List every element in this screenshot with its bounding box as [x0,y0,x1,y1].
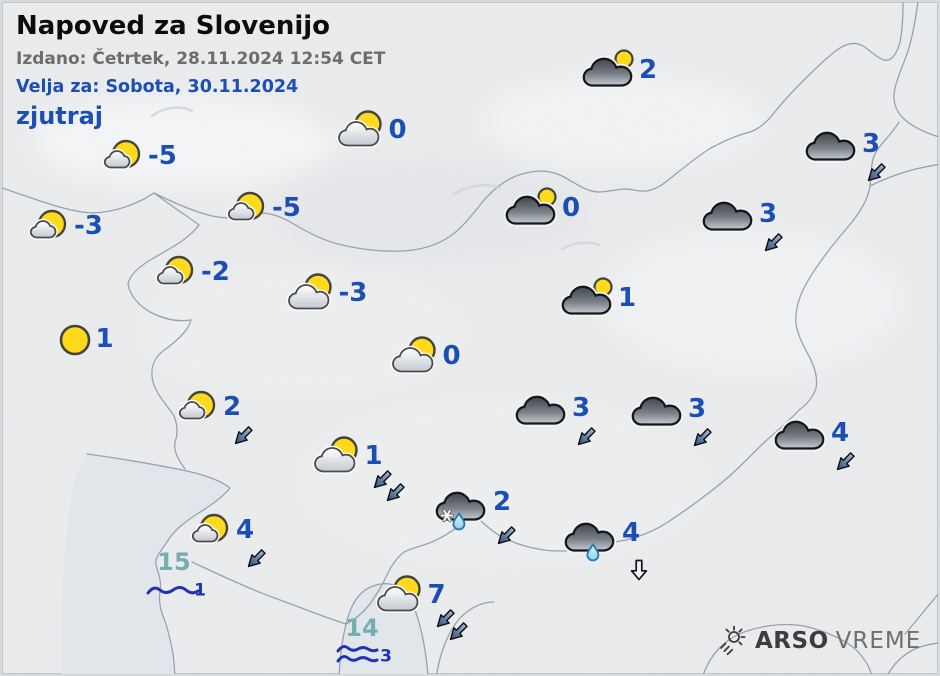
sun-small-cloud-icon [28,209,67,240]
sea-temperature-label: 15 [157,548,191,576]
weather-station: -2 [149,250,230,294]
temperature-label: 3 [572,393,591,423]
wind-arrow-sw-icon [234,426,253,445]
brand-arso: ARSO [755,628,829,654]
temperature-label: 4 [236,515,255,545]
weather-station: 3 [513,386,596,446]
weather-station: 4 [772,411,855,471]
brand-vreme: VREME [835,628,922,654]
weather-station: 1 [47,317,114,361]
weather-station: 2 [433,485,516,545]
sun-small-cloud-icon [177,390,216,421]
cloud-sun-icon [503,187,558,227]
temperature-label: -5 [272,193,301,223]
weather-station: 4 [184,508,266,568]
sun-shower-logo-icon [720,625,746,656]
temperature-label: 3 [862,129,881,159]
valid-label: Velja za: Sobota, 30.11.2024 [16,76,299,97]
temperature-label: 2 [223,392,242,422]
weather-station: 2 [171,385,253,445]
wind-arrow-sw-icon [867,163,886,182]
wind-arrow-sw-icon [386,483,405,502]
cloud-icon [772,418,827,452]
weather-station: 0 [503,186,580,230]
wave-height-icon [336,645,379,663]
weather-station: 7 [373,573,468,641]
temperature-label: 0 [388,115,407,145]
wind-arrow-down-icon [630,559,648,581]
temperature-label: 1 [364,441,383,471]
weather-station: -3 [284,271,367,315]
temperature-label: 3 [759,199,778,229]
weather-station: 1 [559,276,636,320]
wind-arrow-sw-icon [577,427,596,446]
wind-arrow-sw-icon [247,549,266,568]
cloud-icon [803,129,858,163]
temperature-label: -5 [148,141,177,171]
cloud-icon [513,393,568,427]
sun-cloud-icon [375,575,421,613]
sun-small-cloud-icon [190,513,229,544]
temperature-label: -2 [201,257,230,287]
sea-temperature-label: 14 [345,614,379,642]
temperature-label: -3 [338,278,368,308]
cloud-sun-icon [559,277,614,317]
wind-arrow-sw-icon [497,526,516,545]
weather-station: 2 [580,48,657,92]
weather-station: 3 [803,122,886,182]
sun-cloud-icon [312,436,358,474]
wave-height-label: 1 [194,580,206,601]
wind-arrow-sw-icon [449,622,468,641]
temperature-label: 0 [442,341,461,371]
sun-small-cloud-icon [226,191,265,222]
cloud-icon [629,394,684,428]
cloud-rain-icon [562,520,617,562]
wind-arrow-sw-icon [764,233,783,252]
page-title: Napoved za Slovenijo [16,11,331,41]
weather-station: -5 [96,134,177,178]
weather-station: -5 [220,186,301,230]
sun-small-cloud-icon [155,255,194,286]
cloud-icon [700,199,755,233]
wind-arrow-sw-icon [693,428,712,447]
temperature-label: 7 [427,580,446,610]
weather-station: 3 [629,387,712,447]
temperature-label: -3 [74,211,103,241]
issued-label: Izdano: Četrtek, 28.11.2024 12:54 CET [16,48,386,69]
period-label: zjutraj [16,101,104,130]
wave-height-label: 3 [380,646,392,667]
weather-station: 1 [310,434,405,502]
temperature-label: 2 [493,487,512,517]
wind-arrow-sw-icon [836,452,855,471]
weather-station: -3 [22,204,103,248]
temperature-label: 1 [95,324,114,354]
cloud-sleet-icon [433,489,488,531]
header: Napoved za Slovenijo Izdano: Četrtek, 28… [16,12,385,130]
weather-station: 4 [562,516,648,581]
sun-small-cloud-icon [102,139,141,170]
cloud-sun-icon [580,49,635,89]
temperature-label: 0 [562,193,581,223]
temperature-label: 2 [639,55,658,85]
temperature-label: 4 [831,418,850,448]
weather-station: 0 [388,334,461,378]
temperature-label: 1 [618,283,637,313]
weather-station: 3 [700,192,783,252]
brand-logo: ARSO VREME [714,624,921,658]
temperature-label: 4 [622,518,641,548]
sun-cloud-icon [390,336,436,374]
sun-cloud-icon [286,273,332,311]
temperature-label: 3 [688,394,707,424]
